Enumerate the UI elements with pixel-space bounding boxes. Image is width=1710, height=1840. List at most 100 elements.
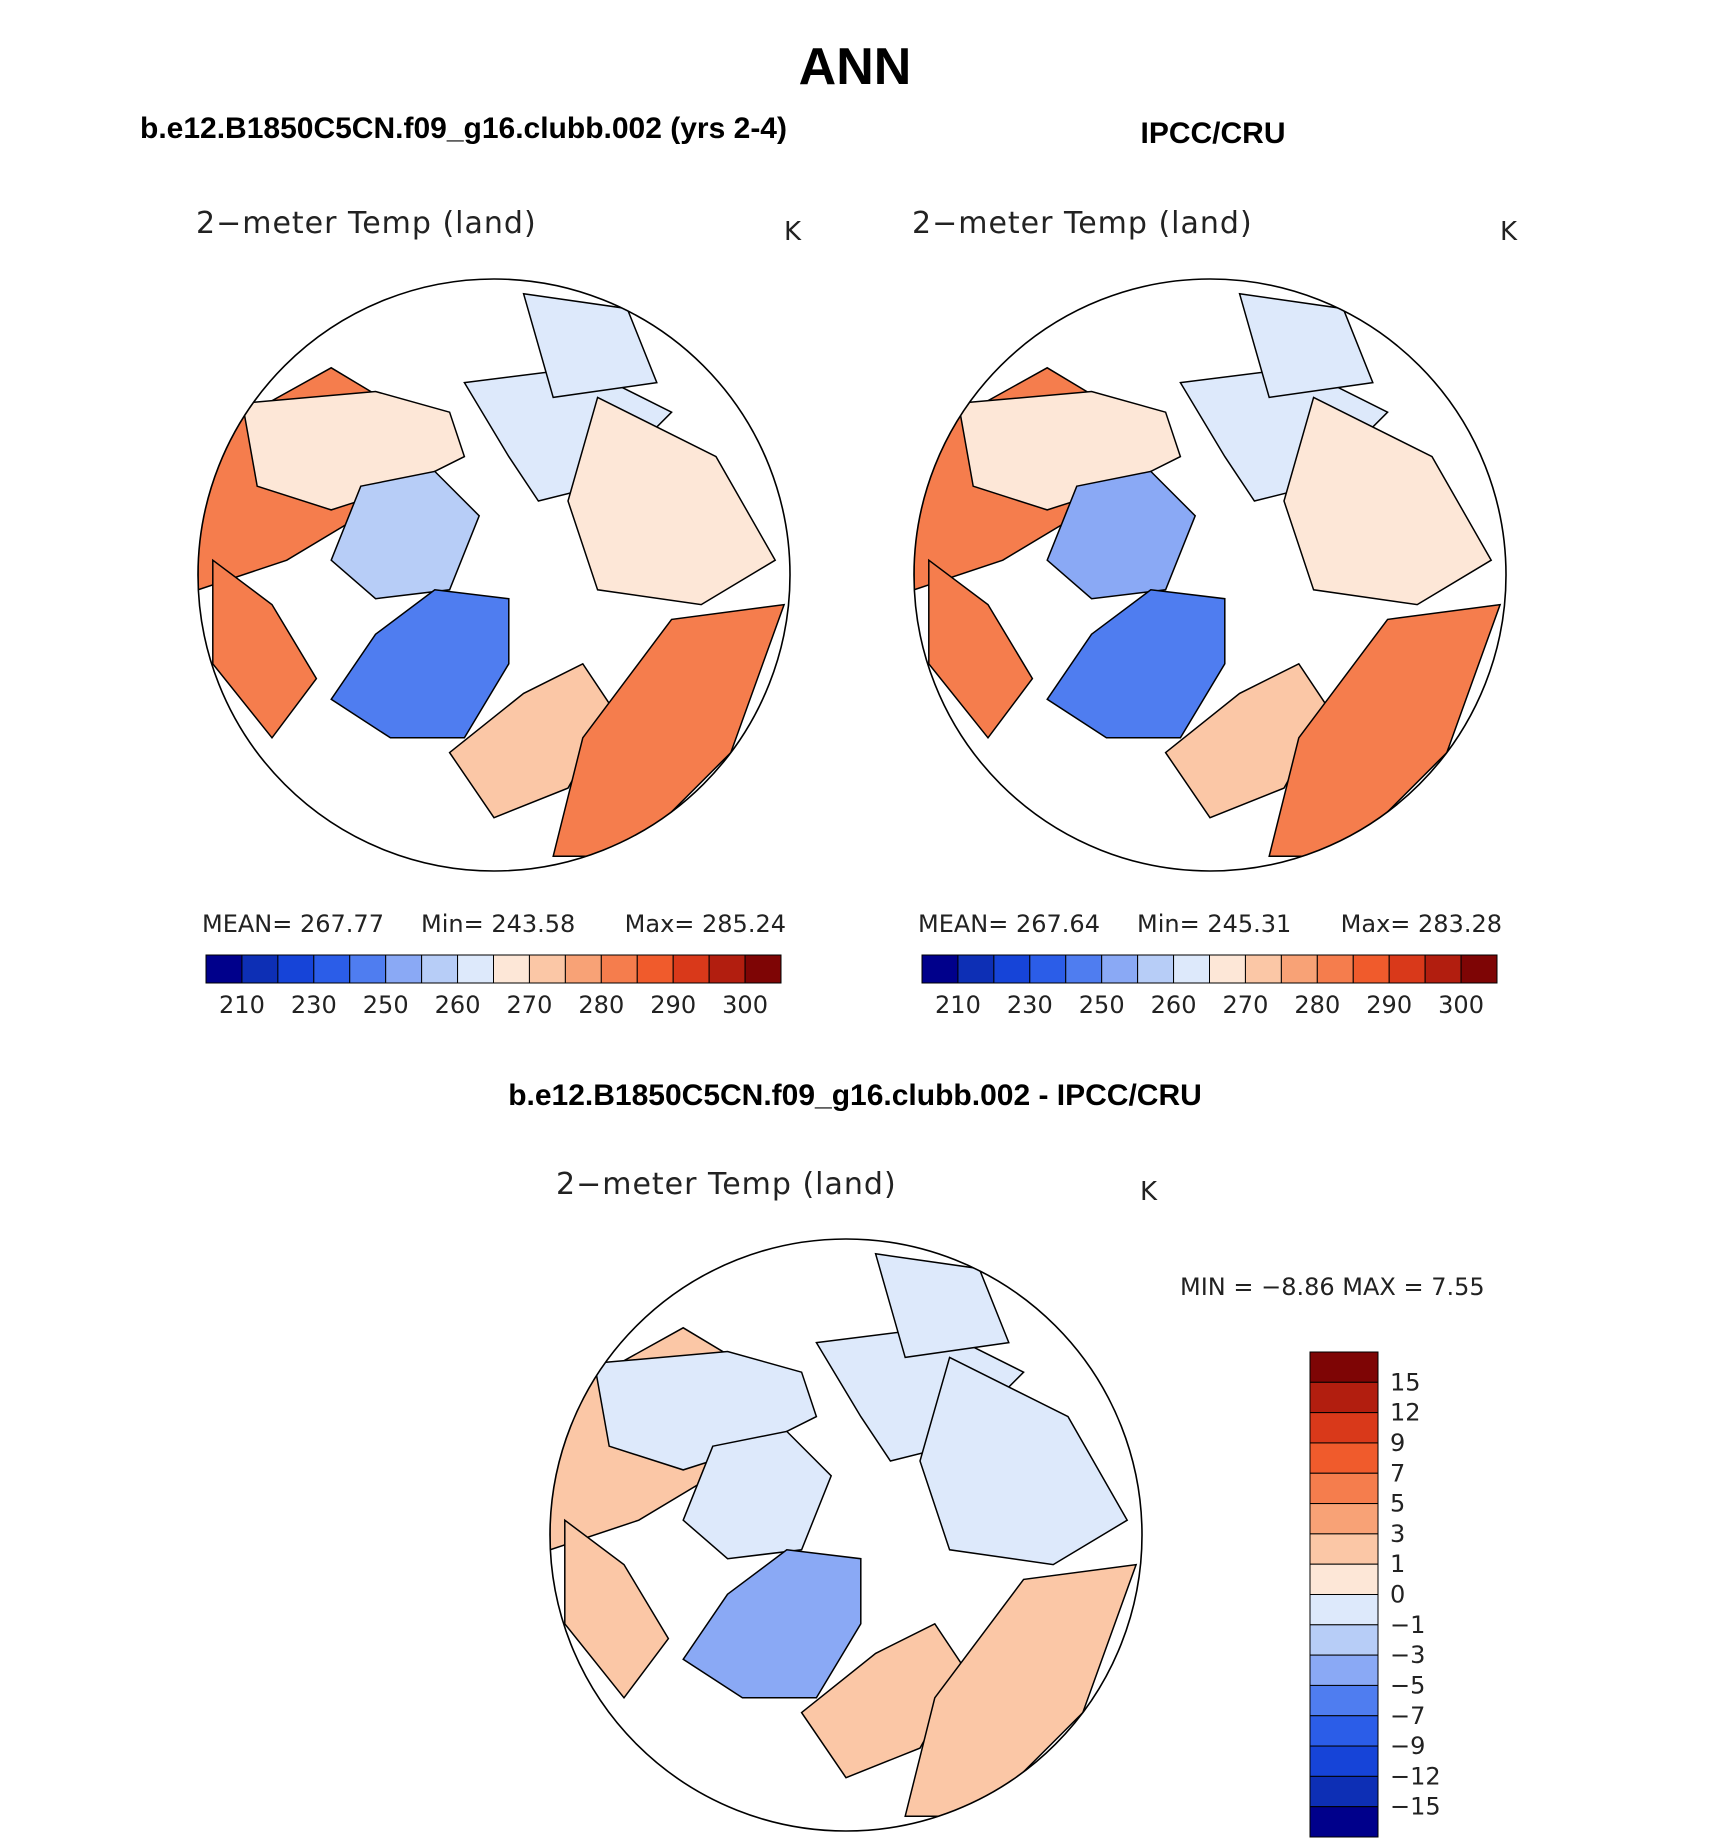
colorbar-swatch (205, 954, 243, 984)
colorbar-tick-label: 300 (1438, 991, 1484, 1019)
land-region-9 (522, 292, 658, 399)
right-case-name: IPCC/CRU (1140, 117, 1285, 150)
colorbar-swatch (1209, 954, 1246, 984)
colorbar-swatch (1309, 1563, 1379, 1595)
colorbar-swatch (636, 954, 674, 984)
colorbar-swatch (349, 954, 387, 984)
land-region-8 (212, 558, 318, 740)
colorbar-swatch (1309, 1533, 1379, 1565)
colorbar-tick-label: 270 (1223, 991, 1269, 1019)
land-region-5 (567, 396, 777, 606)
land-region-5 (1283, 396, 1493, 606)
colorbar-tick-label: 3 (1390, 1520, 1405, 1548)
land-region-8 (928, 558, 1034, 740)
colorbar-tick-label: −7 (1390, 1702, 1425, 1730)
colorbar-tick-label: 290 (650, 991, 696, 1019)
stat-mean: MEAN= 267.64 (918, 910, 1100, 938)
colorbar-swatch (1101, 954, 1139, 984)
land-region-2 (1046, 470, 1197, 600)
colorbar-swatch (1309, 1381, 1379, 1414)
colorbar-swatch (1029, 954, 1067, 984)
colorbar-tick-label: 290 (1366, 991, 1412, 1019)
colorbar-tick-label: −15 (1390, 1793, 1441, 1821)
colorbar-swatch (1309, 1775, 1379, 1808)
map-boundary (197, 278, 791, 872)
colorbar-swatch (241, 954, 279, 984)
map-area (198, 279, 790, 871)
colorbar-swatch (1352, 954, 1390, 984)
colorbar-swatch (993, 954, 1031, 984)
colorbar-tick-label: −3 (1390, 1641, 1425, 1669)
map-boundary (913, 278, 1507, 872)
map-boundary (549, 1238, 1143, 1832)
colorbar-swatch (1460, 954, 1498, 984)
colorbar-tick-label: −1 (1390, 1611, 1425, 1639)
colorbar-swatch (1244, 954, 1282, 984)
colorbar-swatch (1309, 1594, 1379, 1626)
panel-title: 2−meter Temp (land) (196, 206, 537, 241)
colorbar-tick-label: −5 (1390, 1671, 1425, 1699)
colorbar-swatch (1309, 1745, 1379, 1777)
colorbar-swatch (313, 954, 351, 984)
colorbar-tick-label: 300 (722, 991, 768, 1019)
stat-min: Min= 243.58 (421, 910, 575, 938)
colorbar-swatch (1309, 1472, 1379, 1505)
colorbar-swatch (1309, 1442, 1379, 1474)
colorbar-tick-label: −12 (1390, 1762, 1441, 1790)
colorbar-tick-label: 210 (935, 991, 981, 1019)
colorbar-swatch (385, 954, 423, 984)
map-area (914, 279, 1506, 871)
land-region-9 (874, 1252, 1010, 1359)
panel-units: K (1500, 217, 1518, 247)
colorbar-tick-label: 0 (1390, 1581, 1405, 1609)
colorbar-swatch (1309, 1806, 1379, 1838)
colorbar-swatch (1309, 1412, 1379, 1444)
stat-max: Max= 283.28 (1341, 910, 1502, 938)
land-region-3 (1046, 589, 1226, 739)
panel-title: 2−meter Temp (land) (556, 1167, 897, 1202)
colorbar-swatch (708, 954, 746, 984)
land-region-3 (330, 589, 510, 739)
land-region-8 (564, 1518, 670, 1700)
colorbar-swatch (600, 954, 638, 984)
colorbar-swatch (957, 954, 995, 984)
panel-units: K (1140, 1177, 1158, 1207)
colorbar-tick-label: 280 (1294, 991, 1340, 1019)
colorbar-swatch (528, 954, 566, 984)
stat-max: Max= 285.24 (625, 910, 786, 938)
left-case-name: b.e12.B1850C5CN.f09_g16.clubb.002 (yrs 2… (140, 112, 787, 145)
stat-min-max: MIN = −8.86 MAX = 7.55 (1180, 1273, 1485, 1301)
colorbar-tick-label: 1 (1390, 1550, 1405, 1578)
colorbar-swatch (1309, 1503, 1379, 1535)
colorbar-swatch (1388, 954, 1426, 984)
colorbar-swatch (672, 954, 710, 984)
colorbar-tick-label: 210 (219, 991, 265, 1019)
colorbar-swatch (493, 954, 530, 984)
colorbar-tick-label: 260 (1151, 991, 1197, 1019)
colorbar-tick-label: 5 (1390, 1490, 1405, 1518)
colorbar-tick-label: 12 (1390, 1399, 1421, 1427)
colorbar-tick-label: 9 (1390, 1429, 1405, 1457)
colorbar-tick-label: 230 (1007, 991, 1053, 1019)
polar-map-panel-2: 2−meter Temp (land) K MEAN= 267.64 Min= 245… (912, 206, 1518, 1019)
panel-title: 2−meter Temp (land) (912, 206, 1253, 241)
colorbar-swatch (1309, 1351, 1379, 1383)
colorbar-swatch (1316, 954, 1354, 984)
colorbar-tick-label: 250 (1079, 991, 1125, 1019)
colorbar-swatch (277, 954, 315, 984)
colorbar-swatch (1280, 954, 1318, 984)
colorbar-swatch (1309, 1654, 1379, 1686)
land-region-2 (682, 1430, 833, 1560)
colorbar-swatch (921, 954, 959, 984)
colorbar-tick-label: 260 (435, 991, 481, 1019)
map-area (550, 1239, 1142, 1831)
stat-mean: MEAN= 267.77 (202, 910, 384, 938)
polar-map-panel-1: 2−meter Temp (land) K MEAN= 267.77 Min= 243… (196, 206, 802, 1019)
figure-title: ANN (799, 38, 912, 96)
colorbar-swatch (744, 954, 782, 984)
difference-title: b.e12.B1850C5CN.f09_g16.clubb.002 - IPCC… (508, 1079, 1202, 1112)
colorbar-tick-label: 280 (578, 991, 624, 1019)
colorbar-tick-label: 7 (1390, 1459, 1405, 1487)
colorbar-swatch (1309, 1624, 1379, 1656)
